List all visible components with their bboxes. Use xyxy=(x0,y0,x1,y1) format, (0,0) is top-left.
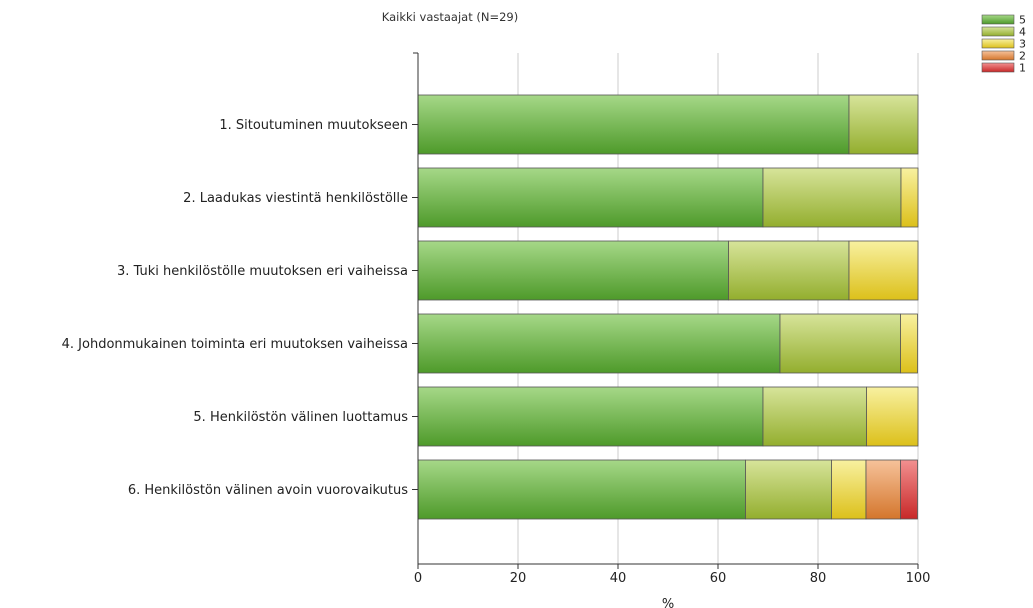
category-label-2-laadukas-viestint-henkil-st-lle: 2. Laadukas viestintä henkilöstölle xyxy=(183,191,408,206)
category-label-3-tuki-henkil-st-lle-muutoksen-eri-vaiheissa: 3. Tuki henkilöstölle muutoksen eri vaih… xyxy=(117,264,408,279)
bar-5-level-3 xyxy=(866,386,919,447)
x-tick-label-20: 20 xyxy=(510,571,527,586)
category-label-5-henkil-st-n-v-linen-luottamus: 5. Henkilöstön välinen luottamus xyxy=(193,410,408,425)
bar-2-level-4 xyxy=(762,167,902,228)
bar-3-level-4 xyxy=(728,240,850,301)
legend-swatch-5 xyxy=(981,14,1015,25)
x-tick-label-60: 60 xyxy=(710,571,727,586)
bar-6-level-1 xyxy=(900,459,918,520)
category-label-1-sitoutuminen-muutokseen: 1. Sitoutuminen muutokseen xyxy=(219,118,408,133)
legend-swatch-3 xyxy=(981,38,1015,49)
bar-5-level-5 xyxy=(417,386,764,447)
legend-label-4: 4 xyxy=(1019,26,1026,39)
legend-label-1: 1 xyxy=(1019,62,1026,75)
legend-label-3: 3 xyxy=(1019,38,1026,51)
bar-4-level-5 xyxy=(417,313,781,374)
legend-swatch-2 xyxy=(981,50,1015,61)
bar-6-level-5 xyxy=(417,459,746,520)
x-tick-labels: 0 20 40 60 80 100 xyxy=(413,52,931,586)
bar-2-level-5 xyxy=(417,167,764,228)
bar-2-level-3 xyxy=(900,167,919,228)
bar-1-level-4 xyxy=(848,94,919,155)
x-tick-label-0: 0 xyxy=(414,571,422,586)
bar-4-level-4 xyxy=(779,313,901,374)
chart-title: Kaikki vastaajat (N=29) xyxy=(382,10,518,24)
bar-6-level-3 xyxy=(831,459,867,520)
bar-6-level-4 xyxy=(745,459,832,520)
x-tick-label-80: 80 xyxy=(810,571,827,586)
x-axis-label: % xyxy=(662,597,674,608)
bar-4-level-3 xyxy=(900,313,918,374)
category-label-4-johdonmukainen-toiminta-eri-muutoksen-vaiheissa: 4. Johdonmukainen toiminta eri muutoksen… xyxy=(62,337,408,352)
bars xyxy=(417,94,919,520)
x-tick-label-40: 40 xyxy=(610,571,627,586)
legend-label-5: 5 xyxy=(1019,14,1026,27)
bar-1-level-5 xyxy=(417,94,850,155)
legend-label-2: 2 xyxy=(1019,50,1026,63)
legend-swatch-1 xyxy=(981,62,1015,73)
bar-3-level-5 xyxy=(417,240,729,301)
bar-6-level-2 xyxy=(865,459,901,520)
legend-swatch-4 xyxy=(981,26,1015,37)
bar-3-level-3 xyxy=(848,240,919,301)
x-tick-label-100: 100 xyxy=(906,571,931,586)
category-labels: 1. Sitoutuminen muutokseen 2. Laadukas vi… xyxy=(62,118,418,498)
category-label-6-henkil-st-n-v-linen-avoin-vuorovaikutus: 6. Henkilöstön välinen avoin vuorovaikut… xyxy=(128,483,408,498)
bar-5-level-4 xyxy=(762,386,867,447)
